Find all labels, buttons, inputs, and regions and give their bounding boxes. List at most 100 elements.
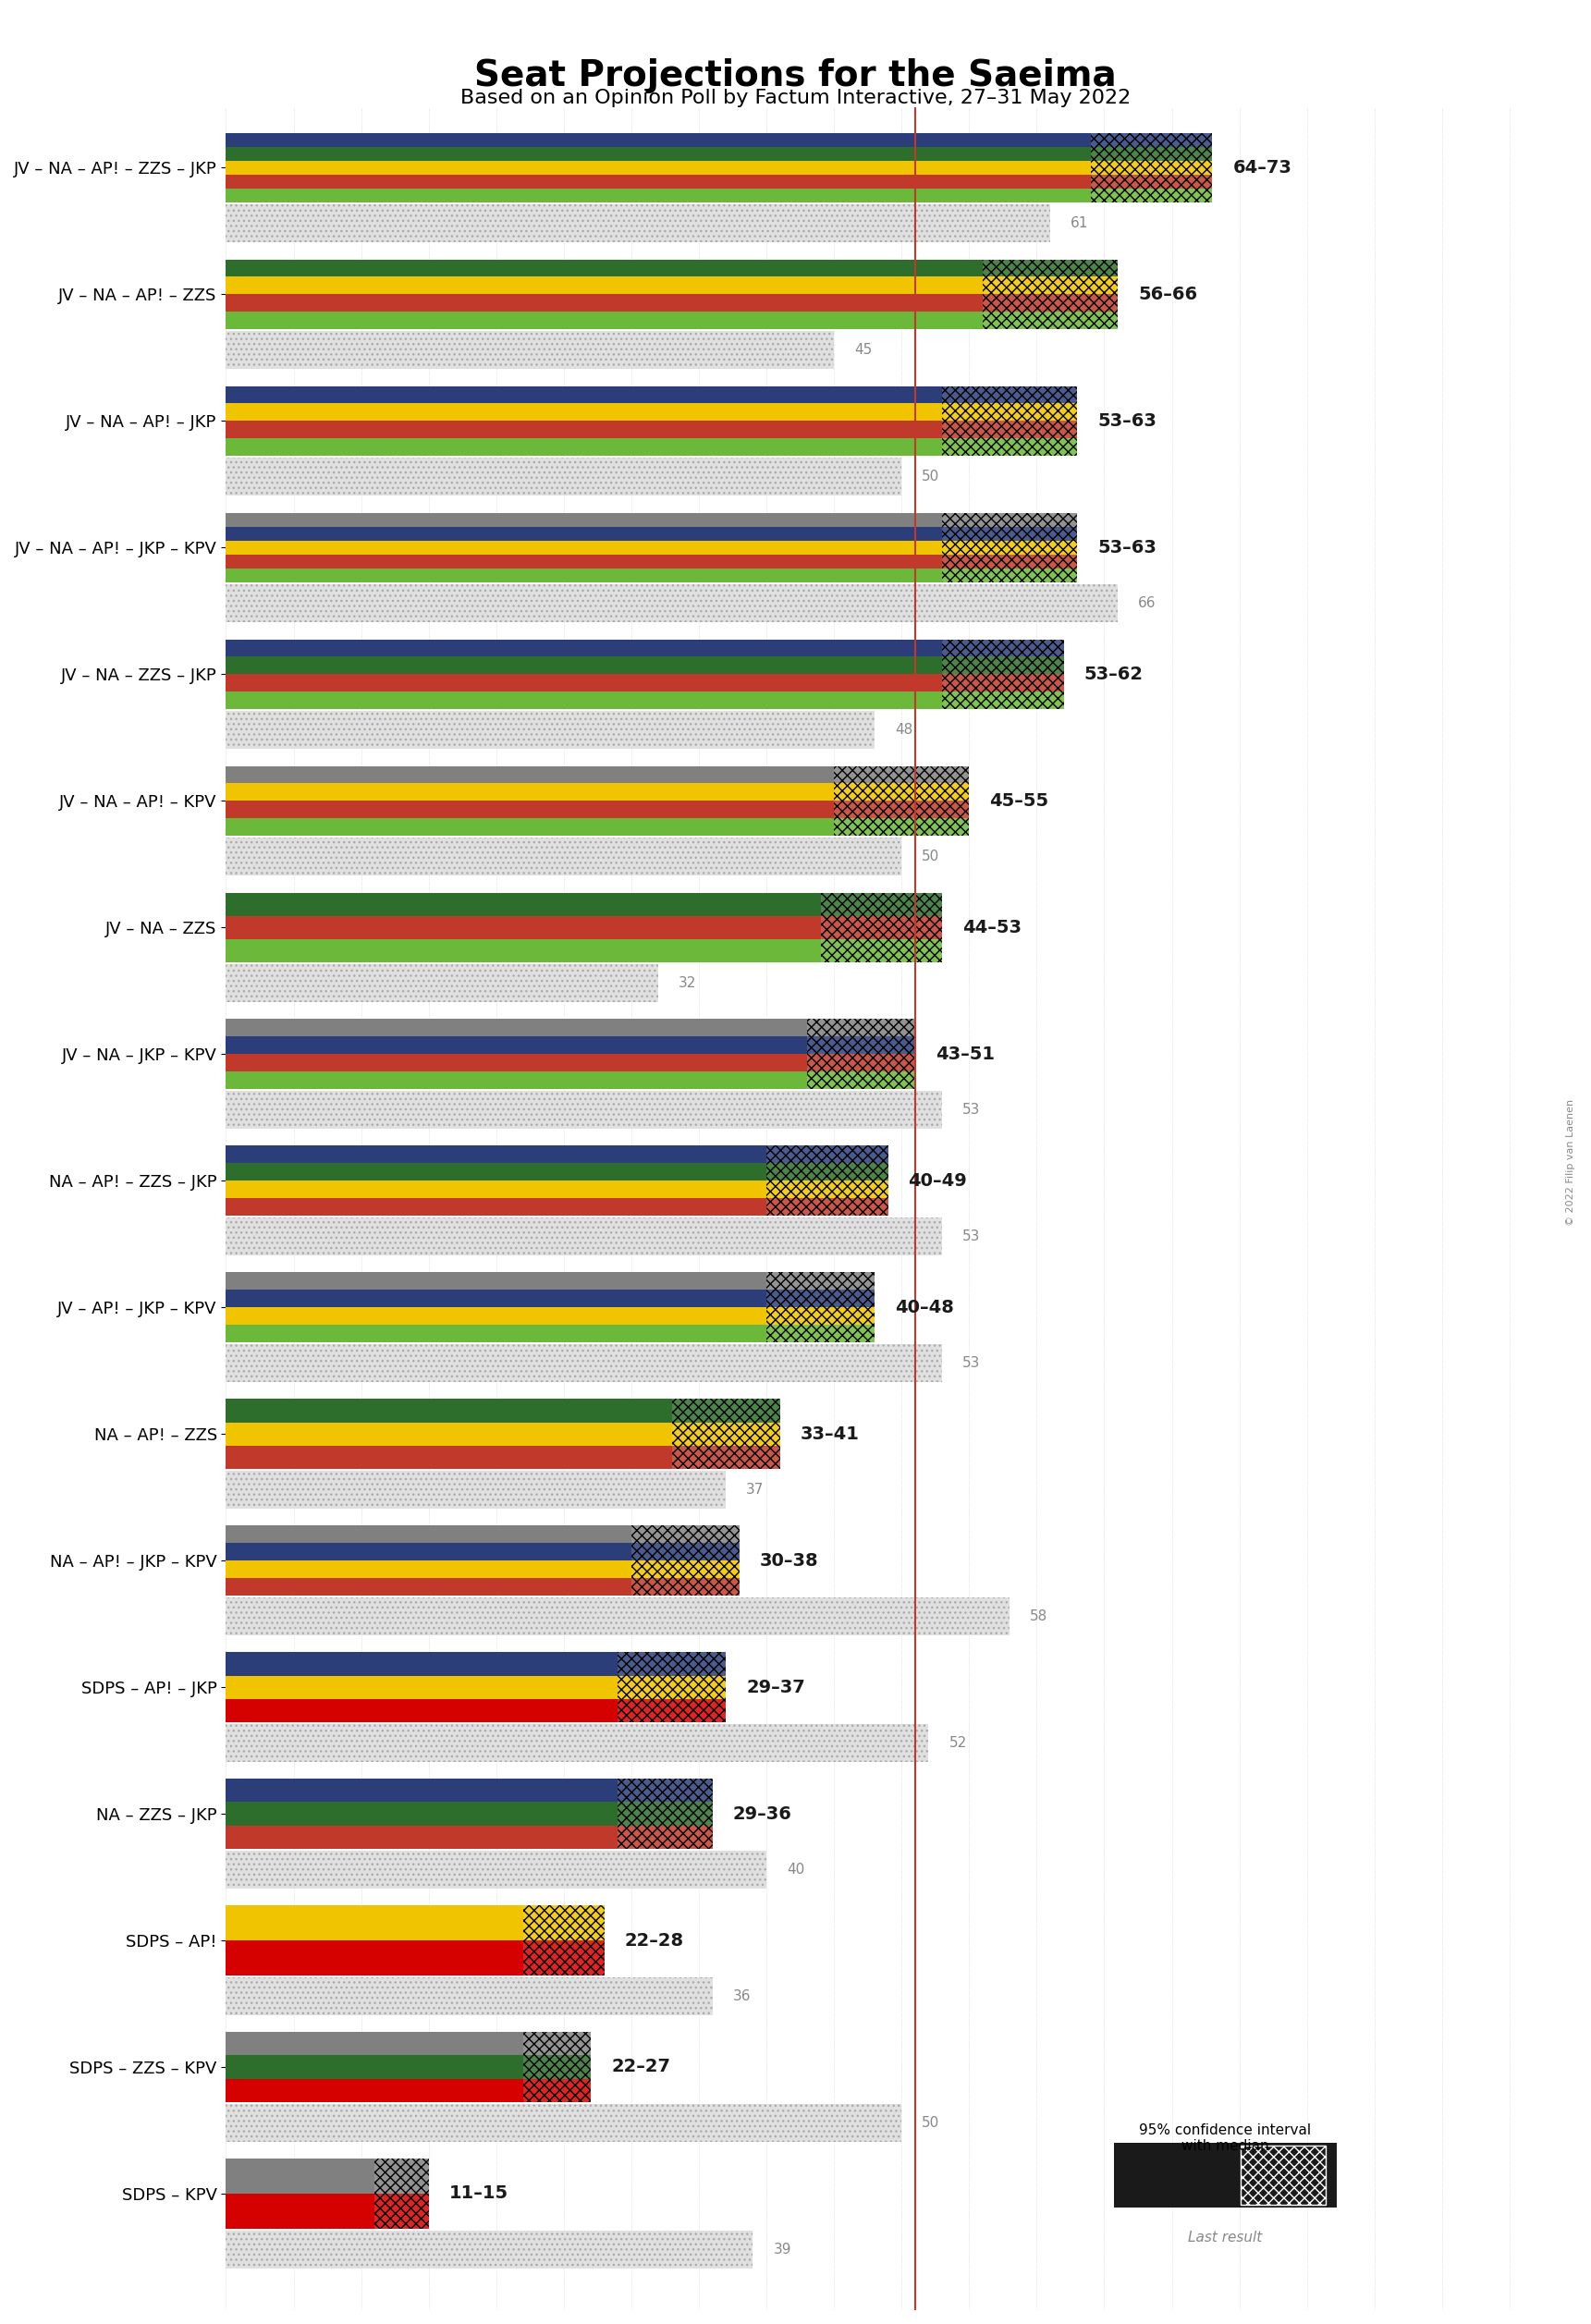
Text: 66: 66 <box>1138 597 1157 611</box>
Bar <box>807 1037 915 1055</box>
Bar <box>226 802 834 818</box>
Bar <box>632 1543 740 1559</box>
Text: 40–49: 40–49 <box>908 1171 967 1190</box>
Text: 22–27: 22–27 <box>611 2059 670 2075</box>
Text: 53: 53 <box>963 1229 980 1243</box>
Bar <box>671 1446 780 1469</box>
Bar <box>226 295 983 311</box>
Bar <box>226 277 983 295</box>
Bar <box>226 1778 617 1801</box>
Bar <box>226 1978 713 2015</box>
Bar <box>1091 174 1212 188</box>
Text: 37: 37 <box>746 1483 764 1497</box>
Bar <box>226 1597 1010 1636</box>
Bar <box>226 1218 942 1255</box>
Bar <box>226 260 983 277</box>
Bar <box>617 1676 725 1699</box>
Bar <box>226 1543 632 1559</box>
Bar <box>983 277 1118 295</box>
Bar <box>226 818 834 837</box>
Text: 11–15: 11–15 <box>449 2185 508 2203</box>
Bar <box>821 939 942 962</box>
Bar <box>226 837 902 876</box>
Bar <box>834 818 969 837</box>
Bar <box>226 528 942 541</box>
Bar <box>226 514 942 528</box>
Bar <box>226 1724 929 1762</box>
Bar <box>617 1778 713 1801</box>
Bar <box>226 1422 671 1446</box>
Bar <box>1241 2145 1325 2205</box>
Bar <box>226 1578 632 1594</box>
Bar <box>226 583 1118 623</box>
Bar <box>226 1597 1010 1636</box>
Text: 45: 45 <box>854 344 872 358</box>
Bar <box>807 1055 915 1071</box>
Bar <box>807 1020 915 1037</box>
Text: 30–38: 30–38 <box>759 1552 818 1569</box>
Bar <box>226 674 942 693</box>
Bar <box>226 2231 753 2268</box>
Bar <box>226 386 942 404</box>
Bar <box>226 205 1050 242</box>
Bar <box>767 1199 888 1215</box>
Bar <box>226 964 659 1002</box>
Bar <box>617 1824 713 1848</box>
Bar <box>226 767 834 783</box>
Bar <box>226 146 1091 160</box>
Text: 58: 58 <box>1029 1608 1048 1622</box>
Bar <box>671 1399 780 1422</box>
Bar <box>942 555 1077 569</box>
Bar <box>226 174 1091 188</box>
Text: 56–66: 56–66 <box>1138 286 1198 302</box>
Bar <box>226 2159 374 2194</box>
Text: 53–63: 53–63 <box>1098 539 1157 555</box>
Bar <box>226 1274 767 1290</box>
Bar <box>226 1218 942 1255</box>
Text: 53: 53 <box>963 1355 980 1369</box>
Bar <box>226 1850 767 1889</box>
Bar <box>226 330 834 370</box>
Bar <box>226 1724 929 1762</box>
Bar <box>226 1941 523 1975</box>
Bar <box>632 1525 740 1543</box>
Bar <box>226 939 821 962</box>
Bar <box>226 583 1118 623</box>
Bar <box>226 916 821 939</box>
Bar <box>226 404 942 421</box>
Bar <box>226 160 1091 174</box>
Bar <box>1091 132 1212 146</box>
Bar <box>226 330 834 370</box>
Bar <box>226 2103 902 2143</box>
Bar <box>942 639 1064 658</box>
Bar <box>374 2159 428 2194</box>
Bar <box>617 1652 725 1676</box>
Bar <box>834 802 969 818</box>
Bar <box>942 421 1077 439</box>
Bar <box>1091 188 1212 202</box>
Text: © 2022 Filip van Laenen: © 2022 Filip van Laenen <box>1566 1099 1575 1225</box>
Bar <box>226 421 942 439</box>
Text: 53: 53 <box>963 1104 980 1116</box>
Text: 33–41: 33–41 <box>800 1425 859 1443</box>
Bar <box>942 528 1077 541</box>
Bar <box>226 639 942 658</box>
Bar <box>834 783 969 802</box>
Bar <box>983 295 1118 311</box>
Text: 32: 32 <box>679 976 697 990</box>
Bar <box>226 1699 617 1722</box>
Text: 52: 52 <box>948 1736 967 1750</box>
Bar <box>226 1525 632 1543</box>
Bar <box>821 892 942 916</box>
Bar <box>617 1699 725 1722</box>
Bar <box>226 783 834 802</box>
Text: 36: 36 <box>733 1989 751 2003</box>
Bar <box>226 1801 617 1824</box>
Bar <box>767 1164 888 1181</box>
Bar <box>617 1801 713 1824</box>
Bar <box>226 555 942 569</box>
Bar <box>226 693 942 709</box>
Bar <box>767 1325 875 1341</box>
Bar <box>226 1399 671 1422</box>
Text: 40: 40 <box>786 1862 805 1875</box>
